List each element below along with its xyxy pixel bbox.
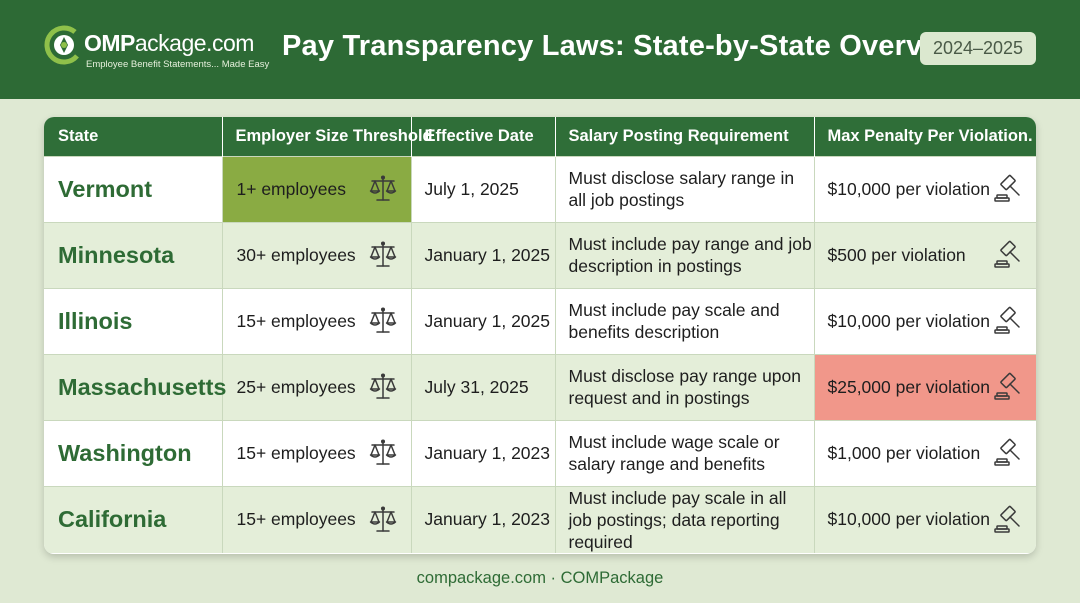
table-row: Vermont 1+ employees July 1, 2025 Must disc…	[44, 155, 1036, 222]
penalty-text: $1,000 per violation	[827, 442, 981, 463]
state-cell: California	[44, 485, 223, 553]
threshold-cell: 15+ employees	[222, 287, 412, 354]
penalty-text: $25,000 per violation	[827, 376, 990, 397]
threshold-text: 30+ employees	[236, 244, 356, 265]
requirement-cell: Must include pay range and job descripti…	[555, 221, 815, 288]
table-row: Washington 15+ employees January 1, 2023 Mu…	[44, 419, 1036, 486]
threshold-cell: 30+ employees	[222, 221, 412, 288]
balance-scale-icon	[368, 306, 398, 336]
threshold-cell: 25+ employees	[222, 353, 412, 420]
header-banner: OMPackage.com Employee Benefit Statement…	[0, 0, 1080, 99]
logo-wordmark: OMPackage.com	[84, 30, 254, 56]
balance-scale-icon	[368, 372, 398, 402]
penalty-cell: $10,000 per violation	[814, 287, 1036, 354]
penalty-cell: $10,000 per violation	[814, 155, 1036, 222]
threshold-text: 1+ employees	[236, 178, 346, 199]
penalty-cell: $25,000 per violation	[814, 353, 1036, 420]
table-row: Massachusetts 25+ employees July 31, 2025 M…	[44, 353, 1036, 420]
compackage-logo[interactable]: OMPackage.com Employee Benefit Statement…	[44, 24, 269, 74]
state-cell: Vermont	[44, 155, 223, 222]
penalty-cell: $1,000 per violation	[814, 419, 1036, 486]
threshold-cell: 1+ employees	[222, 155, 412, 222]
footer-credit[interactable]: compackage.com · COMPackage	[416, 569, 664, 587]
requirement-cell: Must include pay scale and benefits desc…	[555, 287, 815, 354]
threshold-cell: 15+ employees	[222, 485, 412, 553]
year-badge: 2024–2025	[920, 32, 1036, 65]
requirement-cell: Must disclose pay range upon request and…	[555, 353, 815, 420]
logo-tagline: Employee Benefit Statements... Made Easy	[86, 59, 270, 70]
logo-mark-icon	[44, 25, 84, 65]
effective-date-cell: July 31, 2025	[411, 353, 556, 420]
table-header-row: State Employer Size Threshold Effective …	[44, 117, 1036, 156]
gavel-icon	[992, 239, 1024, 271]
gavel-icon	[992, 371, 1024, 403]
column-header-penalty: Max Penalty Per Violation.	[827, 126, 1033, 145]
threshold-cell: 15+ employees	[222, 419, 412, 486]
threshold-text: 25+ employees	[236, 376, 356, 397]
column-header-date: Effective Date	[411, 117, 556, 156]
column-header-state: State	[44, 117, 223, 156]
penalty-cell: $10,000 per violation	[814, 485, 1036, 553]
penalty-text: $10,000 per violation	[827, 310, 990, 331]
column-header-requirement: Salary Posting Requirement	[555, 117, 815, 156]
threshold-text: 15+ employees	[236, 310, 356, 331]
state-cell: Massachusetts	[44, 353, 227, 420]
effective-date-cell: July 1, 2025	[411, 155, 556, 222]
table-row: Minnesota 30+ employees January 1, 2025 Mus…	[44, 221, 1036, 288]
requirement-cell: Must include pay scale in all job postin…	[555, 485, 815, 553]
page-title: Pay Transparency Laws: State-by-State Ov…	[282, 30, 970, 62]
penalty-text: $500 per violation	[827, 244, 966, 265]
state-cell: Illinois	[44, 287, 223, 354]
gavel-icon	[992, 305, 1024, 337]
balance-scale-icon	[368, 174, 398, 204]
effective-date-cell: January 1, 2023	[411, 485, 556, 553]
requirement-cell: Must disclose salary range in all job po…	[555, 155, 815, 222]
column-header-threshold: Employer Size Threshold	[222, 117, 433, 156]
threshold-text: 15+ employees	[236, 442, 356, 463]
table-row: California 15+ employees January 1, 2023 Mu…	[44, 485, 1036, 553]
effective-date-cell: January 1, 2025	[411, 221, 556, 288]
state-cell: Minnesota	[44, 221, 223, 288]
laws-table: State Employer Size Threshold Effective …	[44, 117, 1036, 553]
penalty-cell: $500 per violation	[814, 221, 1036, 288]
laws-table-card: State Employer Size Threshold Effective …	[44, 117, 1036, 554]
penalty-text: $10,000 per violation	[827, 509, 990, 529]
effective-date-cell: January 1, 2023	[411, 419, 556, 486]
state-cell: Washington	[44, 419, 223, 486]
effective-date-cell: January 1, 2025	[411, 287, 556, 354]
requirement-cell: Must include wage scale or salary range …	[555, 419, 815, 486]
gavel-icon	[992, 437, 1024, 469]
threshold-text: 15+ employees	[236, 509, 356, 529]
balance-scale-icon	[368, 438, 398, 468]
gavel-icon	[992, 504, 1024, 536]
table-row: Illinois 15+ employees January 1, 2025 Must…	[44, 287, 1036, 354]
balance-scale-icon	[368, 240, 398, 270]
balance-scale-icon	[368, 505, 398, 535]
gavel-icon	[992, 173, 1024, 205]
penalty-text: $10,000 per violation	[827, 178, 990, 199]
